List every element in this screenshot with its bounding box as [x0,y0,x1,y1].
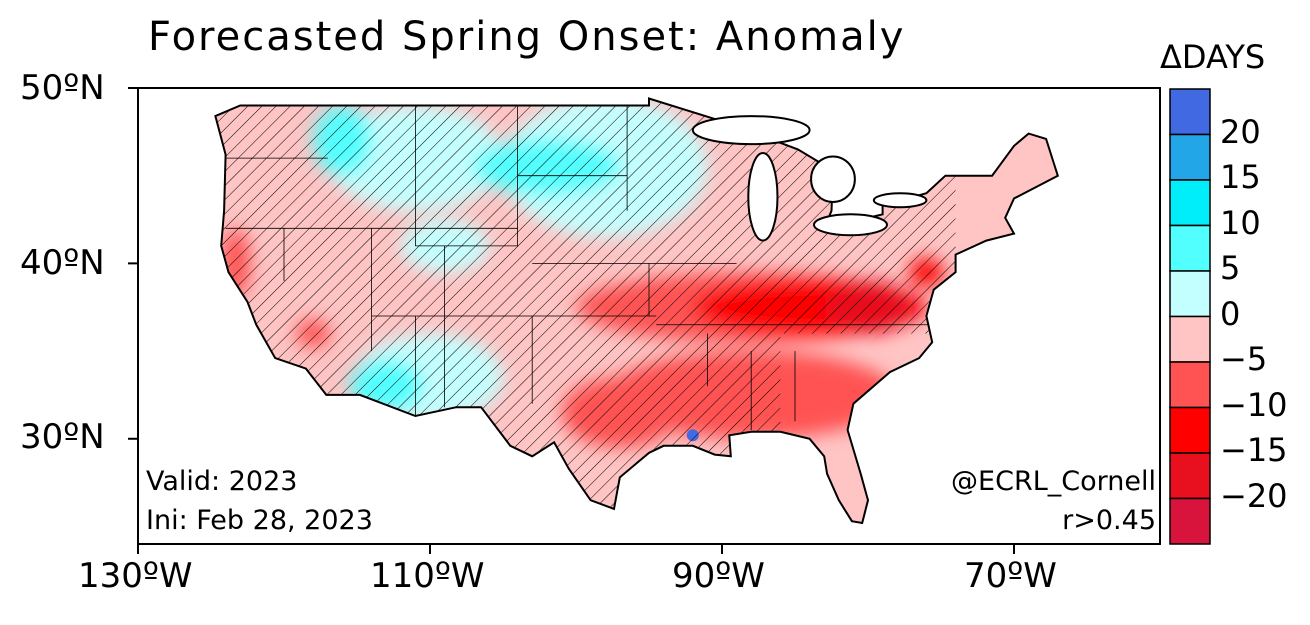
great-lake [812,213,888,237]
valid-label: Valid: 2023 [146,466,298,497]
colorbar-label: −15 [1220,431,1288,469]
init-date-label: Ini: Feb 28, 2023 [146,505,373,536]
colorbar-box [1169,497,1211,545]
colorbar-box [1169,315,1211,363]
colorbar-label: 20 [1220,112,1261,151]
lat-tick-50n: 50ºN [20,68,105,108]
colorbar-box [1169,270,1211,318]
map-frame [137,87,1161,545]
colorbar-label: −5 [1220,340,1268,378]
map-title: Forecasted Spring Onset: Anomaly [148,14,906,60]
lon-tick-70w: 70ºW [964,556,1057,596]
colorbar-box [1169,452,1211,500]
colorbar-box [1169,88,1211,136]
colorbar-label: −10 [1220,385,1288,424]
colorbar-label: 10 [1220,203,1261,242]
great-lake [810,155,856,203]
great-lake [872,192,928,209]
colorbar-label: 5 [1220,249,1241,287]
lat-tick-30n: 30ºN [20,417,105,457]
colorbar-box [1169,406,1211,454]
great-lake [747,151,779,242]
colorbar-box [1169,361,1211,409]
colorbar-box [1169,133,1211,181]
colorbar-box [1169,179,1211,227]
lon-tick-110w: 110ºW [370,556,485,596]
lon-tick-90w: 90ºW [672,556,765,596]
colorbar-unit-label: ΔDAYS [1160,38,1266,76]
significance-label: r>0.45 [1062,505,1156,536]
great-lake [691,115,811,146]
lon-tick-130w: 130ºW [78,556,193,596]
colorbar-box [1169,224,1211,272]
credit-label: @ECRL_Cornell [951,466,1156,497]
lat-tick-40n: 40ºN [20,243,105,283]
us-coastline [214,97,1060,525]
colorbar-label: 15 [1220,158,1261,196]
colorbar-label: −20 [1220,476,1288,515]
colorbar-label: 0 [1220,294,1241,333]
